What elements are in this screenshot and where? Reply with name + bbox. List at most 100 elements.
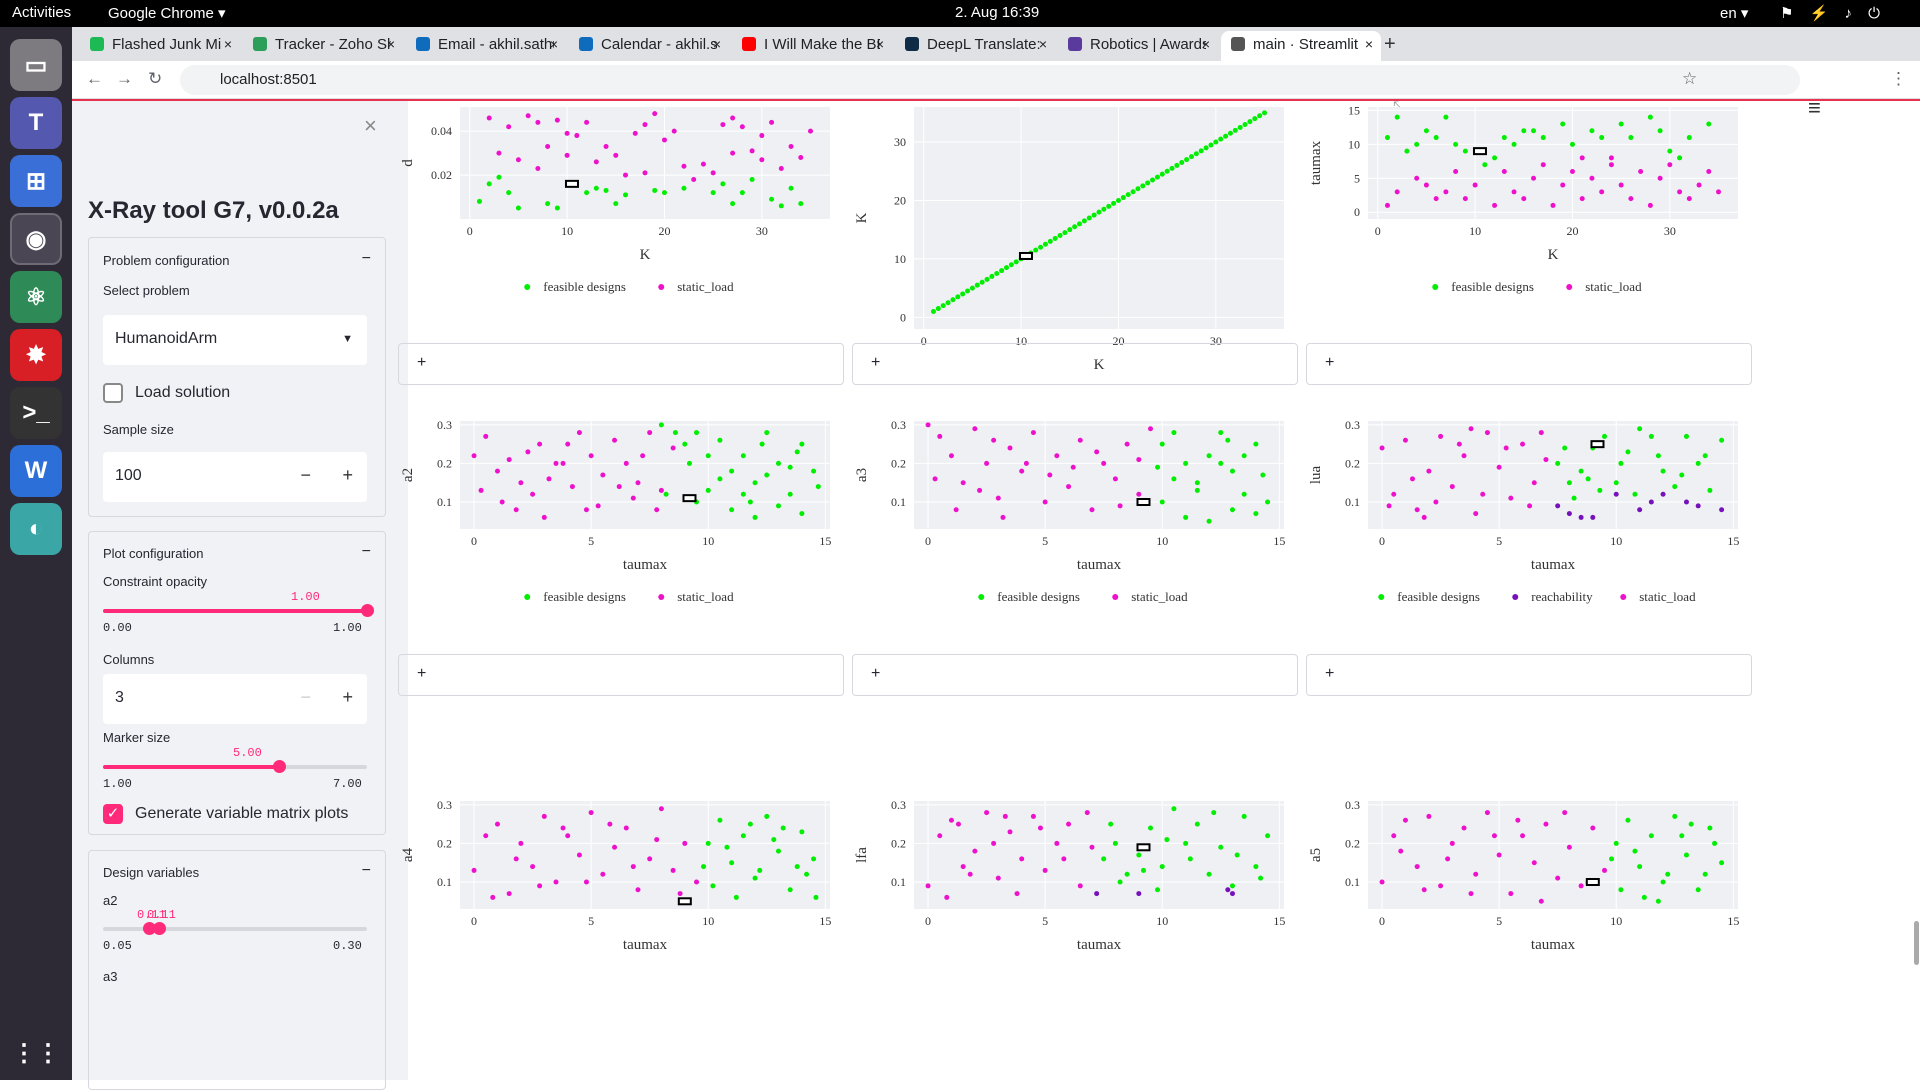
- scatter-plot-a3-vs-taumax[interactable]: 0 5 10 15 0.1 0.2 0.3 taumax a3 feasible designs s…: [852, 411, 1298, 691]
- data-point: [1719, 860, 1725, 866]
- problem-select[interactable]: HumanoidArm ▼: [103, 315, 367, 365]
- data-point: [1108, 821, 1114, 827]
- plot-expander-button[interactable]: +: [1306, 343, 1752, 385]
- grid-icon[interactable]: ⋮⋮: [10, 1027, 62, 1079]
- data-point: [1657, 128, 1663, 134]
- browser-tab[interactable]: main · Streamlit ×: [1221, 31, 1381, 61]
- scatter-plot-a2-vs-taumax[interactable]: 0 5 10 15 0.1 0.2 0.3 taumax a2 feasible designs s…: [398, 411, 844, 691]
- expand-label: +: [1325, 354, 1335, 371]
- data-point: [1501, 135, 1507, 141]
- data-point: [612, 844, 618, 850]
- scatter-plot-K-vs-K[interactable]: 0 10 20 30 0 10 20 30 K K: [852, 103, 1298, 383]
- data-point: [1232, 127, 1238, 133]
- y-axis-label: K: [854, 212, 870, 223]
- close-sidebar-icon[interactable]: ×: [364, 113, 377, 138]
- expander-header[interactable]: Plot configuration: [103, 546, 204, 561]
- data-point: [1229, 468, 1235, 474]
- wolfram-icon[interactable]: ✸: [10, 329, 62, 381]
- activities-button[interactable]: Activities: [12, 4, 72, 21]
- data-point: [1695, 503, 1701, 509]
- plot-expander-button[interactable]: +: [852, 654, 1298, 696]
- load-solution-checkbox[interactable]: [103, 383, 123, 403]
- scrollbar[interactable]: [1914, 921, 1919, 965]
- decrement-button[interactable]: −: [300, 687, 311, 707]
- browser-tab[interactable]: I Will Make the BEST×: [732, 31, 892, 61]
- increment-button[interactable]: +: [342, 465, 353, 485]
- browser-tab[interactable]: DeepL Translate: Th×: [895, 31, 1055, 61]
- language-indicator[interactable]: en ▾: [1720, 5, 1749, 22]
- menu-kebab-icon[interactable]: ⋮: [1890, 69, 1907, 88]
- data-point: [778, 203, 784, 209]
- url-bar[interactable]: localhost:8501: [180, 65, 1800, 95]
- wps-icon[interactable]: W: [10, 445, 62, 497]
- data-point: [1265, 833, 1271, 839]
- tab-close-icon[interactable]: ×: [875, 36, 884, 52]
- marker-size-slider[interactable]: [103, 760, 367, 773]
- files-icon[interactable]: ▭: [10, 39, 62, 91]
- sample-size-input[interactable]: 100 − +: [103, 452, 367, 502]
- collapse-icon[interactable]: −: [361, 250, 371, 267]
- tab-close-icon[interactable]: ×: [223, 36, 232, 52]
- tab-close-icon[interactable]: ×: [1038, 36, 1047, 52]
- app-icon[interactable]: ◐: [10, 503, 62, 555]
- browser-tab[interactable]: Calendar - akhil.sath×: [569, 31, 729, 61]
- slider-thumb[interactable]: [361, 604, 374, 617]
- decrement-button[interactable]: −: [300, 465, 311, 485]
- data-point: [471, 453, 477, 459]
- scatter-plot-a5-vs-taumax[interactable]: 0 5 10 15 0.1 0.2 0.3 taumax a5: [1306, 791, 1752, 1071]
- system-tray[interactable]: ⚑ ⚡ ♪ ⏻: [1780, 5, 1886, 22]
- data-point: [525, 449, 531, 455]
- x-axis-label: K: [640, 247, 651, 263]
- plot-expander-button[interactable]: +: [398, 343, 844, 385]
- slider-thumb-high[interactable]: [153, 922, 166, 935]
- hamburger-menu-icon[interactable]: ≡: [1808, 95, 1821, 120]
- slider-thumb[interactable]: [273, 760, 287, 773]
- data-point: [780, 825, 786, 831]
- browser-tab[interactable]: Email - akhil.sathulu×: [406, 31, 566, 61]
- browser-tab[interactable]: Tracker - Zoho Sheet×: [243, 31, 403, 61]
- data-point: [788, 185, 794, 191]
- tab-close-icon[interactable]: ×: [1364, 36, 1373, 52]
- atom-icon[interactable]: ⚛: [10, 271, 62, 323]
- tab-close-icon[interactable]: ×: [1201, 36, 1210, 52]
- a2-range-slider[interactable]: [103, 922, 367, 935]
- expander-header[interactable]: Design variables: [103, 865, 200, 880]
- browser-tab[interactable]: Robotics | Awards ×: [1058, 31, 1218, 61]
- plot-expander-button[interactable]: +: [852, 343, 1298, 385]
- tab-close-icon[interactable]: ×: [386, 36, 395, 52]
- clock[interactable]: 2. Aug 16:39: [955, 4, 1040, 21]
- forward-icon[interactable]: →: [116, 69, 133, 88]
- expander-header[interactable]: Problem configuration: [103, 253, 230, 268]
- scatter-plot-a4-vs-taumax[interactable]: 0 5 10 15 0.1 0.2 0.3 taumax a4: [398, 791, 844, 1071]
- opacity-slider[interactable]: [103, 604, 374, 617]
- screenshot-icon[interactable]: ⊞: [10, 155, 62, 207]
- tab-close-icon[interactable]: ×: [549, 36, 558, 52]
- plot-expander-button[interactable]: +: [1306, 654, 1752, 696]
- tab-close-icon[interactable]: ×: [712, 36, 721, 52]
- reload-icon[interactable]: ↻: [148, 69, 163, 88]
- bookmark-star-icon[interactable]: ☆: [1682, 69, 1698, 88]
- data-point: [757, 867, 763, 873]
- terminal-icon[interactable]: >_: [10, 387, 62, 439]
- scatter-plot-lua-vs-taumax[interactable]: 0 5 10 15 0.1 0.2 0.3 taumax lua feasible designs…: [1306, 411, 1752, 691]
- teams-icon[interactable]: T: [10, 97, 62, 149]
- increment-button[interactable]: +: [342, 687, 353, 707]
- collapse-icon[interactable]: −: [361, 862, 371, 879]
- selection-marker: [1136, 498, 1151, 506]
- collapse-icon[interactable]: −: [361, 543, 371, 560]
- new-tab-icon[interactable]: +: [1384, 33, 1396, 55]
- back-icon[interactable]: ←: [86, 69, 103, 88]
- app-menu[interactable]: Google Chrome ▾: [108, 5, 226, 22]
- y-tick-label: 0.3: [891, 798, 906, 812]
- chrome-icon[interactable]: ◉: [10, 213, 62, 265]
- browser-tab[interactable]: Flashed Junk Mi ×: [80, 31, 240, 61]
- columns-input[interactable]: 3 − +: [103, 674, 367, 724]
- a3-label: a3: [103, 969, 118, 984]
- data-point: [1492, 155, 1498, 161]
- generate-matrix-checkbox[interactable]: ✓: [103, 804, 123, 824]
- plot-expander-button[interactable]: +: [398, 654, 844, 696]
- slider-thumb-low[interactable]: [143, 922, 156, 935]
- scatter-plot-lfa-vs-taumax[interactable]: 0 5 10 15 0.1 0.2 0.3 taumax lfa: [852, 791, 1298, 1071]
